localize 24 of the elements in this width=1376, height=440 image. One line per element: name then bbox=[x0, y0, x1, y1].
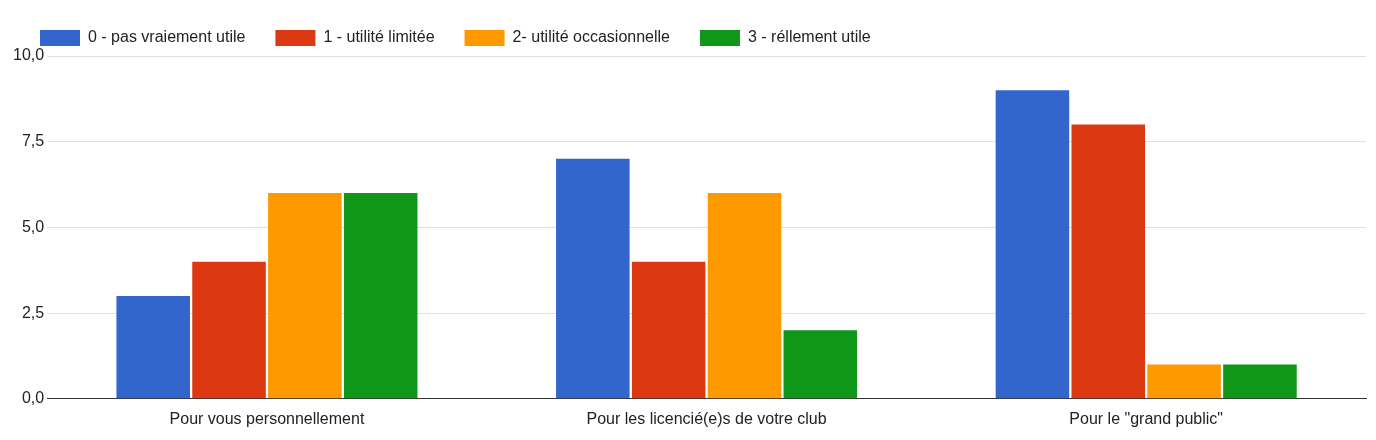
x-tick-label: Pour le "grand public" bbox=[1069, 409, 1224, 427]
bar bbox=[116, 295, 190, 399]
bar bbox=[631, 261, 706, 399]
y-tick-label: 0,0 bbox=[21, 389, 45, 407]
legend-label: 2- utilité occasionnelle bbox=[512, 28, 671, 46]
bar bbox=[707, 193, 782, 399]
x-tick-label: Pour vous personnellement bbox=[169, 409, 365, 427]
legend-label: 3 - réllement utile bbox=[747, 28, 871, 46]
legend-label: 0 - pas vraiement utile bbox=[88, 28, 246, 46]
bar bbox=[1223, 364, 1297, 399]
bar bbox=[268, 193, 342, 399]
bar bbox=[556, 158, 630, 399]
legend-label: 1 - utilité limitée bbox=[323, 28, 435, 46]
bar bbox=[995, 90, 1070, 399]
bar bbox=[1071, 124, 1146, 399]
bar bbox=[343, 193, 418, 399]
y-tick-label: 2,5 bbox=[21, 303, 45, 321]
y-tick-label: 7,5 bbox=[21, 132, 45, 150]
bar bbox=[783, 330, 858, 399]
x-tick-label: Pour les licencié(e)s de votre club bbox=[586, 409, 827, 427]
bar bbox=[1147, 364, 1221, 399]
bar bbox=[192, 261, 266, 399]
y-tick-label: 10,0 bbox=[13, 46, 45, 64]
y-tick-label: 5,0 bbox=[21, 217, 45, 235]
